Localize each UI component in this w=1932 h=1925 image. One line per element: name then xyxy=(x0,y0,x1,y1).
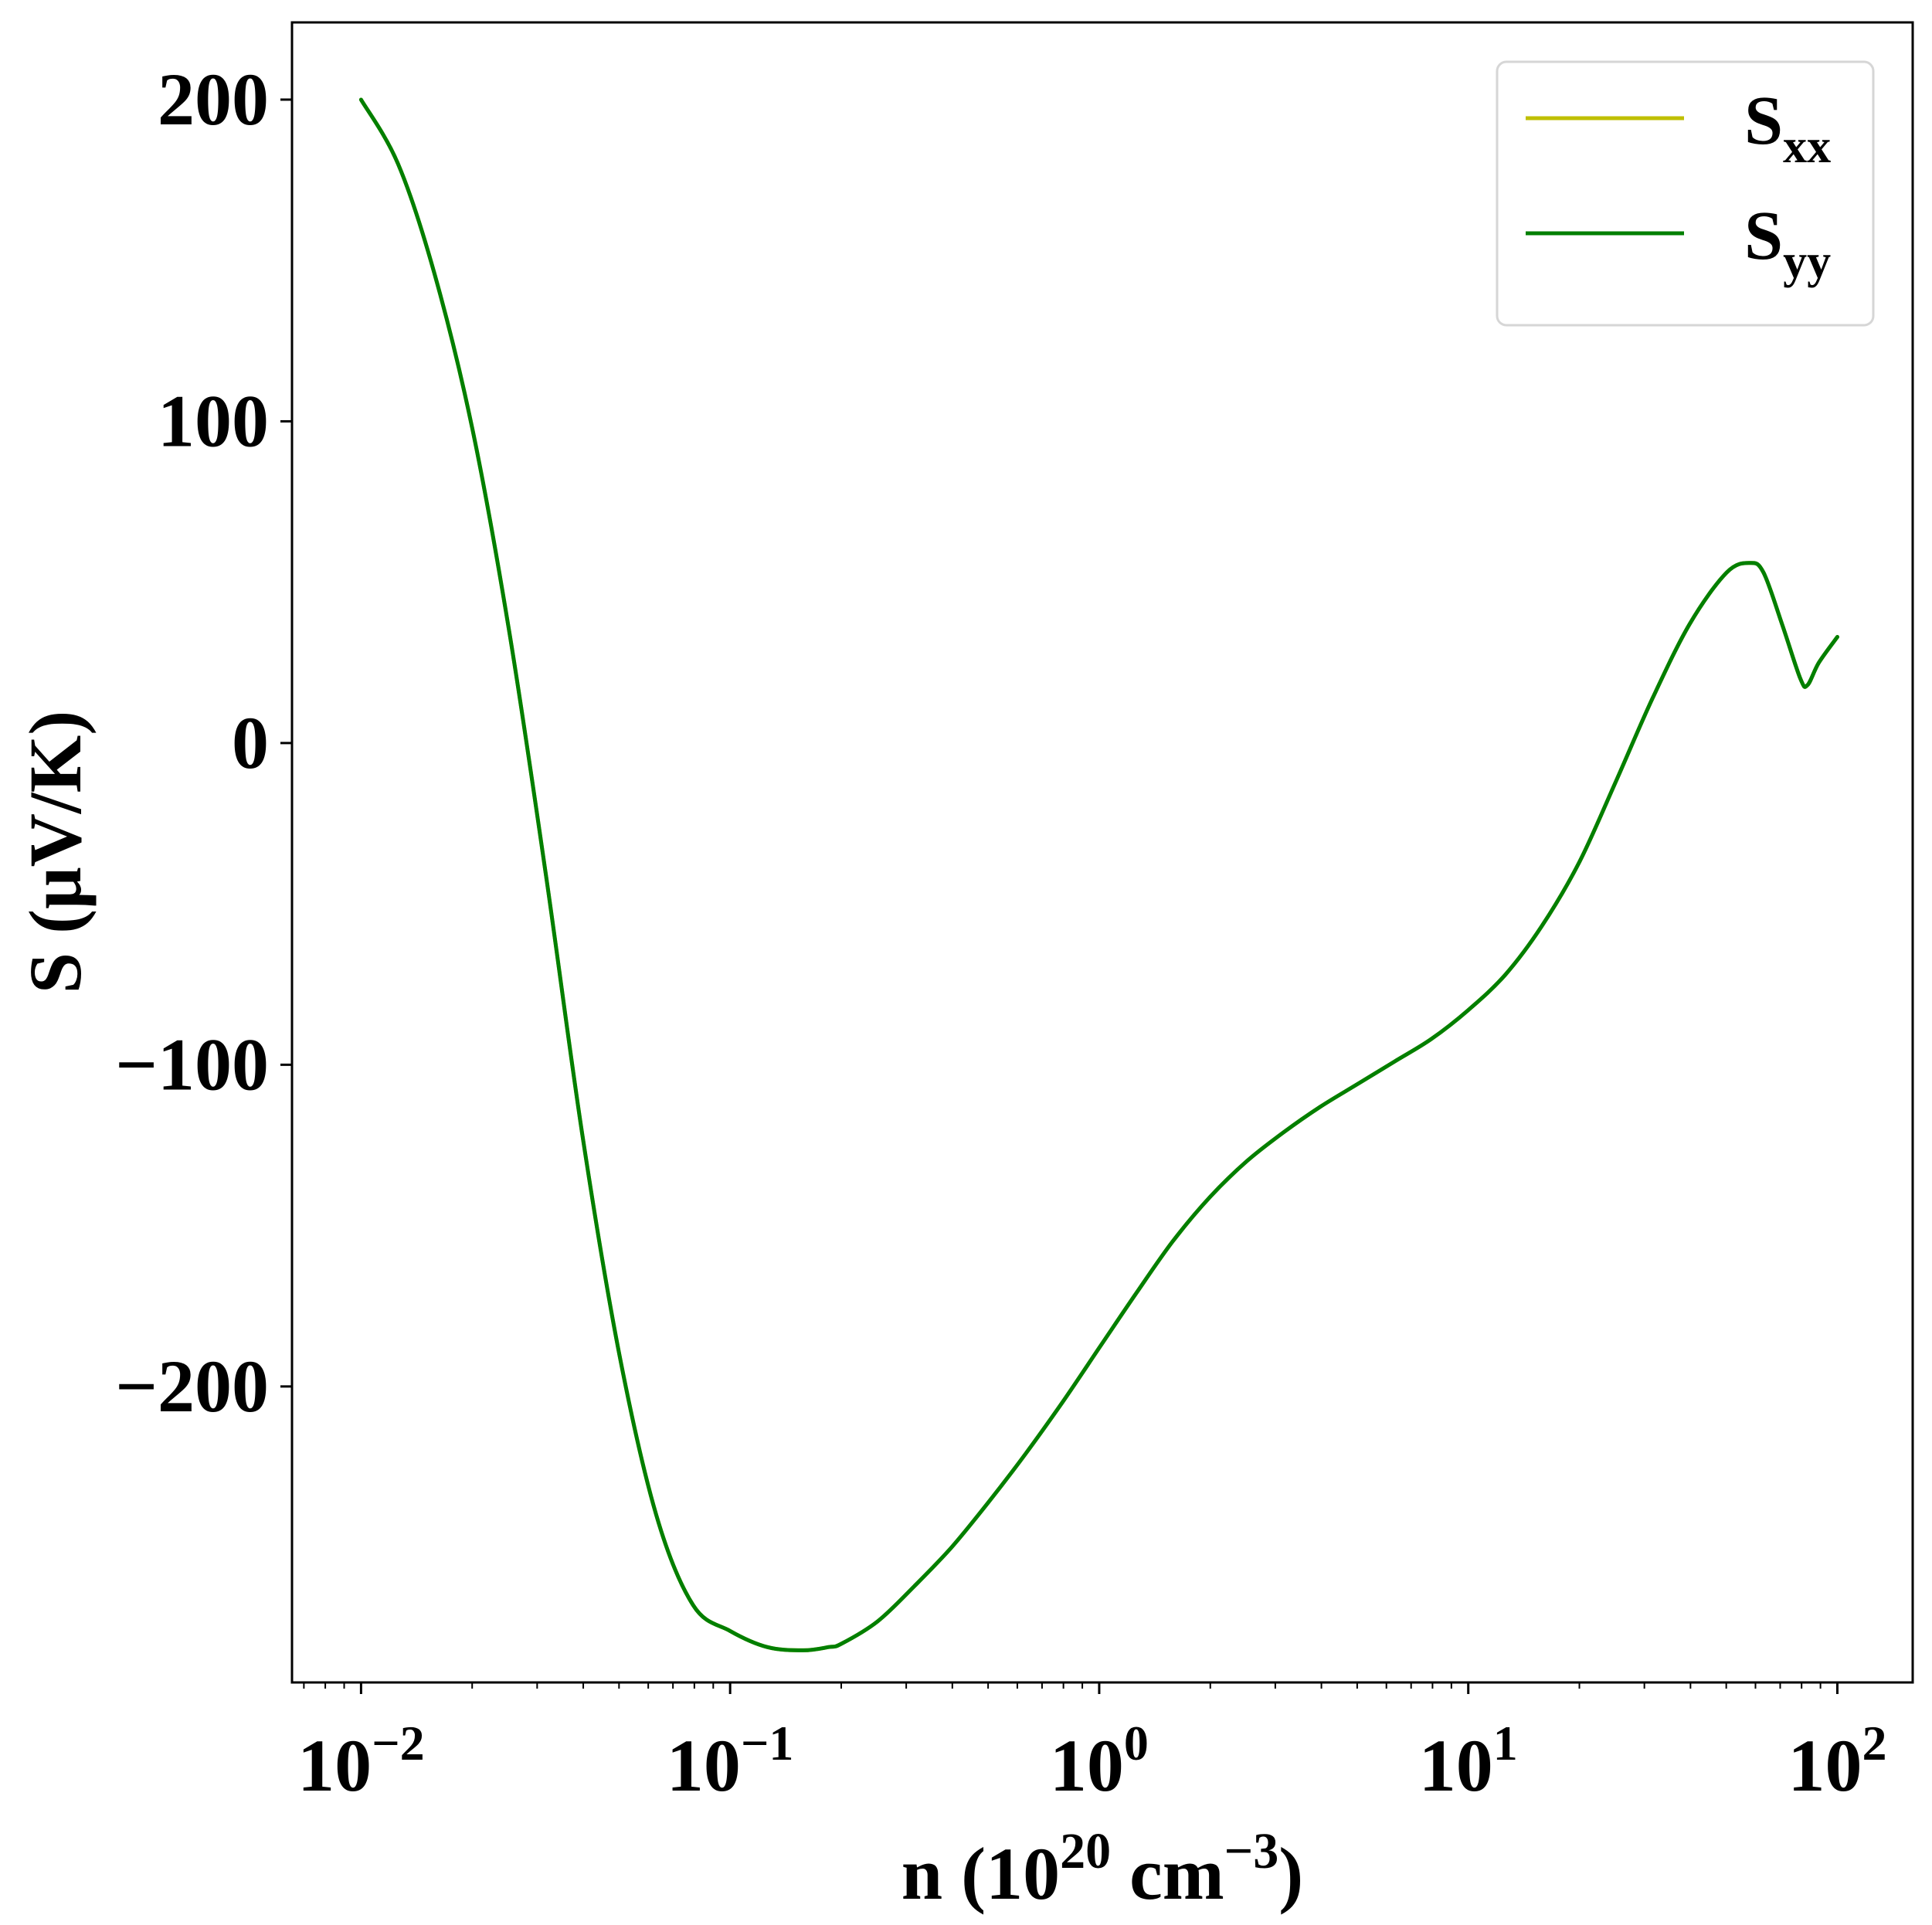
x-tick-label-exponent: 1 xyxy=(1493,1716,1518,1771)
legend-syy-name: S xyxy=(1744,198,1783,274)
plot-frame xyxy=(290,21,1914,1684)
legend-label-syy: Syy xyxy=(1744,198,1831,288)
y-tick-label: −100 xyxy=(115,1023,269,1105)
x-tick-label: 100 xyxy=(1050,1716,1149,1807)
x-tick-label-exponent: −2 xyxy=(372,1716,424,1771)
legend-box xyxy=(1496,60,1875,327)
x-axis-label-exponent-2: −3 xyxy=(1224,1823,1279,1879)
y-tick-label: 100 xyxy=(158,379,269,462)
legend: Sxx Syy xyxy=(1496,60,1875,327)
x-tick-label-exponent: 0 xyxy=(1124,1716,1149,1771)
y-axis-label: S (μV/K) xyxy=(14,711,97,993)
x-tick-label: 102 xyxy=(1788,1716,1886,1807)
x-tick-label-exponent: 2 xyxy=(1862,1716,1886,1771)
legend-syy-subscript: yy xyxy=(1783,236,1831,288)
legend-sxx-name: S xyxy=(1744,83,1783,159)
x-tick-label-base: 10 xyxy=(1050,1724,1124,1807)
y-tick-label: −200 xyxy=(115,1345,269,1428)
series-line-yy xyxy=(358,97,1839,1652)
x-axis-label-suffix: ) xyxy=(1278,1832,1303,1915)
x-tick-label-base: 10 xyxy=(1788,1724,1862,1807)
legend-sxx-subscript: xx xyxy=(1783,121,1831,173)
x-axis: 10−2 10−1 100 101 102 xyxy=(297,1682,1886,1807)
x-tick-label-base: 10 xyxy=(297,1724,372,1807)
y-tick-label: 0 xyxy=(232,701,269,784)
x-tick-label: 101 xyxy=(1419,1716,1518,1807)
y-axis: 200 100 0 −100 −200 xyxy=(115,58,292,1428)
x-axis-label-middle: cm xyxy=(1111,1832,1224,1915)
series-layer xyxy=(358,97,1839,1652)
x-tick-label-base: 10 xyxy=(1419,1724,1493,1807)
x-tick-label: 10−2 xyxy=(297,1716,424,1807)
x-tick-label: 10−1 xyxy=(667,1716,793,1807)
x-axis-label: n (1020 cm−3) xyxy=(901,1823,1304,1915)
x-axis-label-prefix: n (10 xyxy=(901,1832,1060,1915)
y-tick-label: 200 xyxy=(158,58,269,141)
legend-label-sxx: Sxx xyxy=(1744,83,1831,173)
x-tick-label-base: 10 xyxy=(667,1724,741,1807)
x-axis-label-exponent-1: 20 xyxy=(1060,1823,1111,1879)
x-tick-label-exponent: −1 xyxy=(741,1716,793,1771)
